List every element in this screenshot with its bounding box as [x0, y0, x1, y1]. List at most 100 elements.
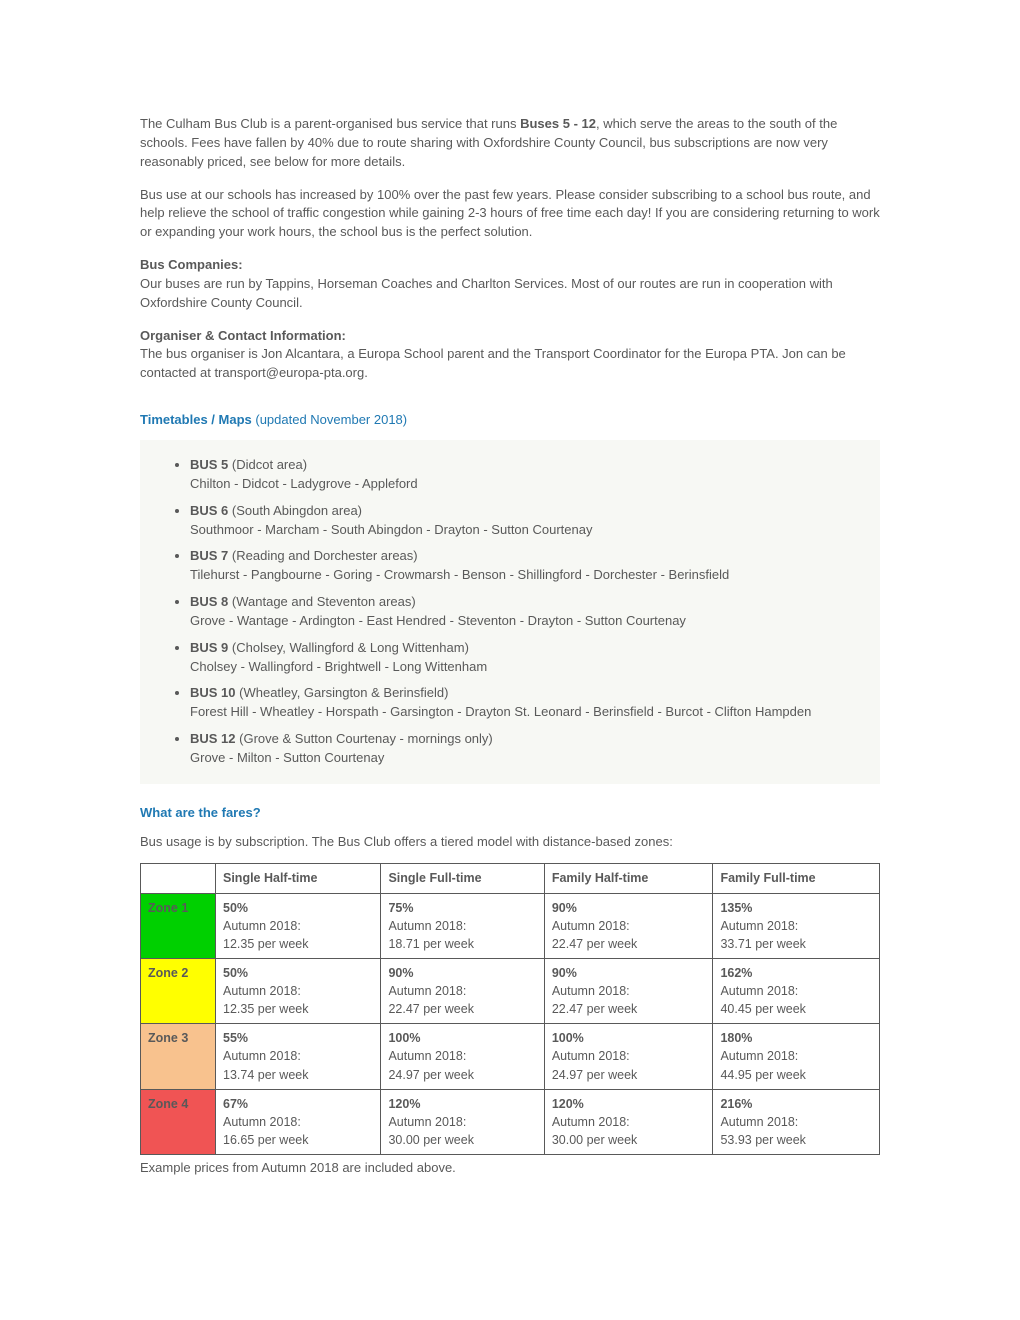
fares-row: Zone 150%Autumn 2018:12.35 per week75%Au… [141, 893, 880, 958]
fares-column-header: Family Half-time [544, 864, 713, 893]
fares-body: Zone 150%Autumn 2018:12.35 per week75%Au… [141, 893, 880, 1155]
fare-cell: 75%Autumn 2018:18.71 per week [381, 893, 544, 958]
fare-cell: 180%Autumn 2018:44.95 per week [713, 1024, 880, 1089]
fare-percent: 55% [223, 1029, 373, 1047]
fare-price: 16.65 per week [223, 1131, 373, 1149]
fare-percent: 180% [720, 1029, 872, 1047]
fare-term: Autumn 2018: [223, 917, 373, 935]
fare-cell: 100%Autumn 2018:24.97 per week [544, 1024, 713, 1089]
zone-cell: Zone 2 [141, 958, 216, 1023]
fare-price: 53.93 per week [720, 1131, 872, 1149]
fare-percent: 135% [720, 899, 872, 917]
bus-area: (Didcot area) [228, 457, 307, 472]
fare-cell: 100%Autumn 2018:24.97 per week [381, 1024, 544, 1089]
fare-percent: 120% [552, 1095, 706, 1113]
fare-price: 22.47 per week [388, 1000, 536, 1018]
fare-term: Autumn 2018: [388, 1113, 536, 1131]
fare-cell: 50%Autumn 2018:12.35 per week [216, 958, 381, 1023]
bus-list-item: BUS 12 (Grove & Sutton Courtenay - morni… [190, 730, 864, 768]
bus-route: Tilehurst - Pangbourne - Goring - Crowma… [190, 567, 729, 582]
fare-percent: 216% [720, 1095, 872, 1113]
fare-term: Autumn 2018: [720, 1113, 872, 1131]
timetables-heading-main: Timetables / Maps [140, 412, 255, 427]
bus-route: Southmoor - Marcham - South Abingdon - D… [190, 522, 592, 537]
bus-name: BUS 7 [190, 548, 228, 563]
organiser-heading: Organiser & Contact Information: [140, 327, 880, 346]
fare-percent: 75% [388, 899, 536, 917]
bus-name: BUS 10 [190, 685, 236, 700]
bus-name: BUS 9 [190, 640, 228, 655]
bus-list-item: BUS 9 (Cholsey, Wallingford & Long Witte… [190, 639, 864, 677]
intro-paragraph-2: Bus use at our schools has increased by … [140, 186, 880, 243]
bus-route: Cholsey - Wallingford - Brightwell - Lon… [190, 659, 487, 674]
zone-cell: Zone 1 [141, 893, 216, 958]
bus-area: (South Abingdon area) [228, 503, 362, 518]
fare-term: Autumn 2018: [223, 1113, 373, 1131]
bus-companies-heading: Bus Companies: [140, 256, 880, 275]
fare-price: 22.47 per week [552, 1000, 706, 1018]
fare-cell: 120%Autumn 2018:30.00 per week [381, 1089, 544, 1154]
fare-price: 22.47 per week [552, 935, 706, 953]
zone-cell: Zone 3 [141, 1024, 216, 1089]
fare-term: Autumn 2018: [223, 982, 373, 1000]
fare-price: 13.74 per week [223, 1066, 373, 1084]
fares-row: Zone 467%Autumn 2018:16.65 per week120%A… [141, 1089, 880, 1154]
bus-route: Forest Hill - Wheatley - Horspath - Gars… [190, 704, 811, 719]
fare-price: 30.00 per week [552, 1131, 706, 1149]
fare-price: 44.95 per week [720, 1066, 872, 1084]
fare-cell: 162%Autumn 2018:40.45 per week [713, 958, 880, 1023]
bus-route: Grove - Milton - Sutton Courtenay [190, 750, 384, 765]
fares-column-header: Single Half-time [216, 864, 381, 893]
fare-percent: 100% [388, 1029, 536, 1047]
fares-row: Zone 355%Autumn 2018:13.74 per week100%A… [141, 1024, 880, 1089]
fare-term: Autumn 2018: [552, 982, 706, 1000]
bus-area: (Wheatley, Garsington & Berinsfield) [236, 685, 449, 700]
fares-caption: Example prices from Autumn 2018 are incl… [140, 1159, 880, 1178]
fares-header-row: Single Half-timeSingle Full-timeFamily H… [141, 864, 880, 893]
bus-name: BUS 6 [190, 503, 228, 518]
fare-price: 24.97 per week [388, 1066, 536, 1084]
fare-cell: 55%Autumn 2018:13.74 per week [216, 1024, 381, 1089]
bus-list-item: BUS 7 (Reading and Dorchester areas) Tile… [190, 547, 864, 585]
zone-cell: Zone 4 [141, 1089, 216, 1154]
fare-price: 18.71 per week [388, 935, 536, 953]
fare-percent: 90% [552, 899, 706, 917]
fare-percent: 50% [223, 964, 373, 982]
intro-text-a: The Culham Bus Club is a parent-organise… [140, 116, 520, 131]
bus-list-item: BUS 5 (Didcot area)Chilton - Didcot - La… [190, 456, 864, 494]
bus-name: BUS 12 [190, 731, 236, 746]
fares-intro: Bus usage is by subscription. The Bus Cl… [140, 833, 880, 852]
timetables-heading-sub: (updated November 2018) [255, 412, 407, 427]
fare-term: Autumn 2018: [223, 1047, 373, 1065]
fare-term: Autumn 2018: [388, 917, 536, 935]
fare-percent: 162% [720, 964, 872, 982]
bus-name: BUS 8 [190, 594, 228, 609]
fare-term: Autumn 2018: [552, 1047, 706, 1065]
bus-name: BUS 5 [190, 457, 228, 472]
fare-term: Autumn 2018: [388, 1047, 536, 1065]
fares-column-header: Single Full-time [381, 864, 544, 893]
bus-area: (Reading and Dorchester areas) [228, 548, 417, 563]
fare-term: Autumn 2018: [720, 1047, 872, 1065]
fare-cell: 90%Autumn 2018:22.47 per week [544, 893, 713, 958]
fare-percent: 100% [552, 1029, 706, 1047]
bus-companies-block: Bus Companies: Our buses are run by Tapp… [140, 256, 880, 313]
organiser-block: Organiser & Contact Information: The bus… [140, 327, 880, 384]
fare-price: 12.35 per week [223, 1000, 373, 1018]
fares-heading: What are the fares? [140, 804, 880, 823]
bus-list-item: BUS 6 (South Abingdon area) Southmoor - M… [190, 502, 864, 540]
fare-cell: 67%Autumn 2018:16.65 per week [216, 1089, 381, 1154]
organiser-body: The bus organiser is Jon Alcantara, a Eu… [140, 345, 880, 383]
bus-companies-body: Our buses are run by Tappins, Horseman C… [140, 275, 880, 313]
fare-percent: 120% [388, 1095, 536, 1113]
timetables-heading: Timetables / Maps (updated November 2018… [140, 411, 880, 430]
bus-area: (Wantage and Steventon areas) [228, 594, 415, 609]
bus-area: (Cholsey, Wallingford & Long Wittenham) [228, 640, 469, 655]
fare-cell: 50%Autumn 2018:12.35 per week [216, 893, 381, 958]
bus-list-item: BUS 8 (Wantage and Steventon areas)Grove… [190, 593, 864, 631]
fares-row: Zone 250%Autumn 2018:12.35 per week90%Au… [141, 958, 880, 1023]
fares-column-header [141, 864, 216, 893]
intro-paragraph-1: The Culham Bus Club is a parent-organise… [140, 115, 880, 172]
fare-cell: 90%Autumn 2018:22.47 per week [381, 958, 544, 1023]
fare-price: 30.00 per week [388, 1131, 536, 1149]
